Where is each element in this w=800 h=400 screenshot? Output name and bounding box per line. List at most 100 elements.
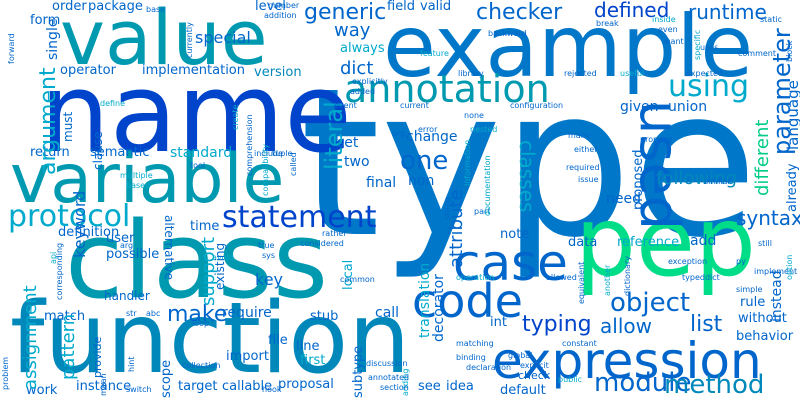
word-match: match (44, 309, 86, 324)
word-comprehension: comprehension (245, 114, 254, 176)
word-true: true (258, 241, 275, 250)
word-reference: reference (617, 235, 680, 250)
word-matching: matching (456, 339, 494, 348)
word-section: section (380, 383, 409, 392)
word-existing: existing (213, 242, 227, 290)
word-error: error (418, 125, 438, 134)
word-clause: clause (91, 131, 105, 170)
word-either: either (574, 145, 598, 154)
word-allowed: allowed (546, 273, 577, 282)
word-case: case (453, 234, 568, 292)
word-instance: instance (76, 379, 132, 394)
word-based: based (126, 181, 151, 190)
word-similar: similar (704, 177, 731, 186)
word-runtime: runtime (688, 0, 767, 24)
word-loop: loop (192, 319, 210, 328)
word-annotation: annotation (344, 67, 550, 111)
word-language: language (784, 80, 800, 150)
word-sys: sys (262, 251, 276, 260)
word-order: order (52, 0, 87, 14)
word-subtype: subtype (351, 345, 366, 398)
word-operator: operator (60, 63, 116, 78)
word-propose: propose (640, 135, 673, 144)
word-import: import (226, 349, 269, 364)
word-inside: inside (652, 15, 676, 24)
word-backward: backward (488, 29, 527, 38)
word-avoid: avoid (212, 253, 234, 262)
word-way: way (334, 20, 371, 41)
word-break: break (596, 19, 619, 28)
word-issue: issue (578, 175, 599, 184)
word-add: add (690, 233, 717, 249)
word-method: method (664, 370, 765, 400)
word-implementation: implementation (142, 63, 246, 78)
word-handler: handler (104, 289, 150, 303)
word-int: int (490, 315, 507, 330)
word-call: call (375, 305, 400, 321)
word-hook: hook (262, 385, 282, 394)
word-argument: argument (36, 67, 61, 175)
word-object: object (610, 288, 691, 318)
word-semantic: semantic (90, 145, 150, 160)
word-statement: statement (222, 200, 377, 235)
word-information: information (463, 139, 472, 186)
word-expression: expression (492, 332, 762, 390)
word-definition: definition (58, 225, 120, 240)
word-explicitly: explicitly (352, 77, 388, 86)
word-defined: defined (594, 0, 670, 22)
word-tuple: tuple (272, 149, 293, 158)
word-simple: simple (736, 285, 763, 294)
word-event: event (334, 101, 357, 110)
word-arg: arg (120, 241, 134, 250)
word-checker: checker (476, 0, 563, 25)
word-required: required (566, 163, 600, 172)
word-level: level (255, 0, 286, 14)
word-assignment: assignment (20, 285, 41, 390)
word-explicit: explicit (520, 361, 549, 370)
word-example: example (383, 0, 754, 97)
word-require: require (222, 305, 272, 321)
word-number: number (268, 1, 300, 10)
word-useful: useful (620, 69, 645, 78)
word-given: given (620, 99, 659, 115)
word-documentation: documentation (483, 155, 492, 216)
word-discussion: discussion (366, 359, 408, 368)
word-comment: comment (738, 49, 777, 58)
word-form: form (30, 13, 61, 28)
word-non: non (408, 173, 435, 189)
word-multiple: multiple (120, 171, 153, 180)
word-called: called (289, 152, 298, 176)
word-default: default (500, 383, 546, 398)
word-proposal: proposal (278, 377, 334, 392)
word-different: different (752, 119, 773, 196)
word-create: create (231, 104, 240, 130)
word-even: even (658, 25, 678, 34)
word-dictionary: dictionary (623, 256, 632, 296)
word-make: make (167, 302, 228, 327)
word-library: library (458, 69, 484, 78)
word-feature: feature (420, 49, 449, 58)
word-name: name (40, 49, 352, 177)
word-time: time (190, 219, 220, 234)
word-rather: rather (322, 229, 347, 238)
word-include: include (254, 149, 283, 158)
word-binding: binding (456, 353, 486, 362)
word-operation: operation (456, 273, 495, 282)
word-need: need (606, 191, 641, 207)
word-special: special (195, 28, 251, 47)
word-protocol: protocol (8, 199, 131, 234)
word-union: union (668, 99, 708, 115)
word-instead: instead (769, 270, 785, 322)
word-classes: classes (515, 140, 539, 213)
word-line: line (296, 339, 320, 354)
word-final: final (366, 175, 397, 191)
word-abc: abc (146, 309, 161, 318)
word-one: one (400, 146, 449, 176)
word-single: single (45, 18, 61, 60)
word-option: option (785, 254, 794, 280)
word-always: always (340, 41, 385, 56)
word-uses: uses (700, 43, 719, 52)
word-string: string (443, 197, 452, 220)
word-callable: callable (222, 379, 273, 394)
word-static: static (760, 15, 782, 24)
